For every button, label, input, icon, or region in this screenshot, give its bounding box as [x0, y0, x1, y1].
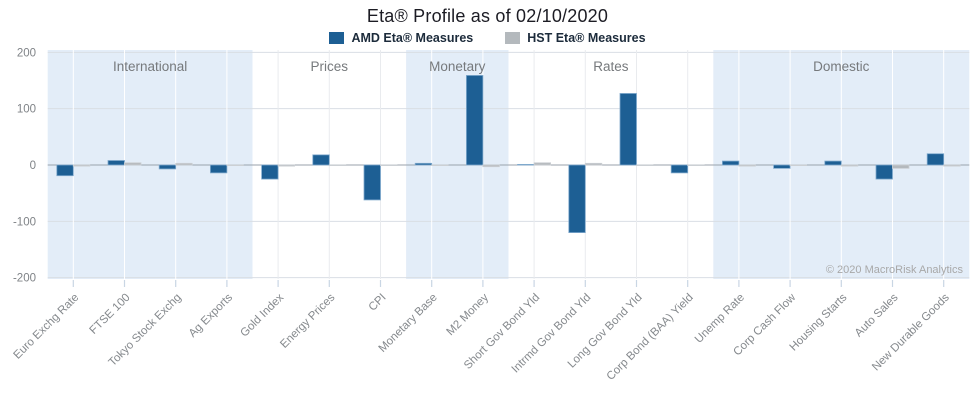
hst-bar-14[interactable] [789, 164, 807, 167]
amd-bar-16[interactable] [875, 164, 893, 180]
y-tick-label-200: 200 [17, 47, 36, 59]
y-tick-label-0: 0 [30, 160, 36, 172]
chart-title: Eta® Profile as of 02/10/2020 [366, 6, 609, 26]
amd-bar-0[interactable] [56, 164, 74, 177]
amd-bar-6[interactable] [363, 164, 381, 201]
section-label-rates: Rates [593, 59, 629, 74]
x-category-label-1: FTSE 100 [88, 292, 133, 337]
x-category-label-0: Euro Exchg Rate [11, 292, 81, 362]
y-tick-label-100: 100 [17, 104, 36, 116]
hst-bar-17[interactable] [943, 164, 961, 167]
hst-bar-1[interactable] [124, 162, 142, 166]
amd-bar-13[interactable] [722, 160, 740, 166]
amd-bar-3[interactable] [209, 164, 228, 174]
hst-bar-16[interactable] [892, 164, 910, 169]
hst-bar-5[interactable] [328, 164, 347, 167]
copyright-text: © 2020 MacroRisk Analytics [826, 264, 964, 276]
x-category-label-3: Ag Exports [187, 291, 235, 339]
hst-bar-6[interactable] [380, 164, 398, 167]
x-category-label-4: Gold Index [238, 291, 286, 339]
eta-profile-chart: International Prices Monetary Rates Domestic… [11, 47, 970, 383]
legend-swatch-amd-icon [329, 32, 345, 44]
legend-item-hst[interactable]: HST Eta® Measures [505, 31, 646, 45]
amd-bar-14[interactable] [773, 164, 791, 169]
y-tick-label--200: -200 [13, 273, 36, 285]
x-category-label-8: M2 Money [445, 291, 492, 338]
legend-swatch-hst-icon [505, 32, 521, 44]
hst-bar-8[interactable] [482, 164, 500, 168]
amd-bar-11[interactable] [619, 93, 637, 166]
hst-bar-4[interactable] [277, 164, 296, 167]
amd-bar-1[interactable] [107, 160, 125, 166]
hst-bar-0[interactable] [72, 164, 91, 167]
chart-header: Eta® Profile as of 02/10/2020 AMD Eta® M… [0, 6, 975, 47]
amd-bar-15[interactable] [824, 160, 842, 166]
hst-bar-9[interactable] [533, 162, 551, 166]
hst-bar-7[interactable] [431, 164, 449, 167]
amd-bar-5[interactable] [312, 154, 330, 166]
y-tick-label--100: -100 [13, 216, 36, 228]
x-category-label-16: Auto Sales [853, 291, 901, 339]
amd-bar-2[interactable] [158, 164, 177, 170]
legend-item-amd[interactable]: AMD Eta® Measures [329, 31, 473, 45]
amd-bar-10[interactable] [568, 164, 586, 233]
x-category-label-13: Unemp Rate [693, 292, 747, 346]
legend-label-amd: AMD Eta® Measures [351, 31, 474, 45]
hst-bar-15[interactable] [840, 164, 859, 167]
x-category-label-6: CPI [367, 292, 389, 314]
amd-bar-9[interactable] [517, 163, 535, 166]
legend-label-hst: HST Eta® Measures [527, 31, 646, 45]
hst-bar-2[interactable] [175, 162, 193, 166]
section-label-prices: Prices [311, 59, 349, 74]
amd-bar-8[interactable] [465, 75, 484, 166]
section-label-international: International [113, 59, 187, 74]
amd-bar-17[interactable] [926, 153, 945, 166]
section-label-monetary: Monetary [429, 59, 486, 74]
hst-bar-3[interactable] [226, 164, 244, 167]
section-label-domestic: Domestic [813, 59, 870, 74]
chart-legend: AMD Eta® Measures HST Eta® Measures [0, 29, 975, 47]
amd-bar-12[interactable] [670, 164, 689, 174]
amd-bar-7[interactable] [414, 162, 433, 166]
amd-bar-4[interactable] [261, 164, 279, 180]
hst-bar-10[interactable] [584, 162, 603, 166]
hst-bar-11[interactable] [636, 164, 654, 167]
hst-bar-12[interactable] [687, 164, 705, 167]
x-category-label-5: Energy Prices [278, 291, 337, 350]
hst-bar-13[interactable] [738, 164, 756, 167]
x-category-label-12: Corp Bond (BAA) Yield [605, 292, 696, 383]
